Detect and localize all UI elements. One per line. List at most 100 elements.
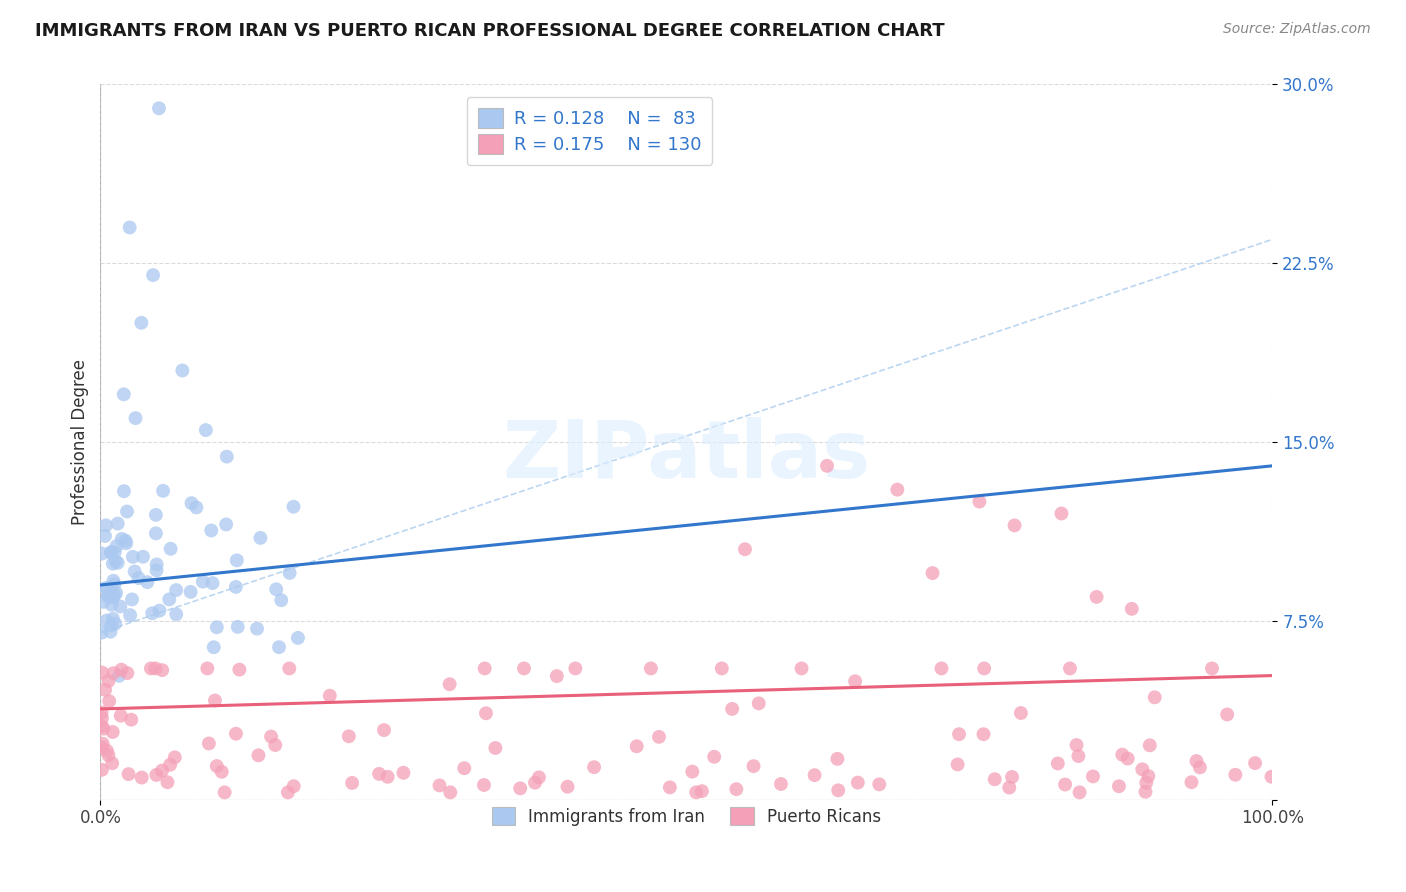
Point	[1054, 778, 1077, 792]
Point	[104, 616, 127, 631]
Point	[373, 723, 395, 737]
Point	[648, 730, 671, 744]
Point	[583, 760, 606, 774]
Point	[103, 577, 125, 591]
Point	[100, 598, 122, 612]
Point	[205, 759, 228, 773]
Point	[94, 529, 117, 543]
Point	[790, 661, 813, 675]
Point	[472, 778, 495, 792]
Point	[100, 618, 122, 632]
Point	[104, 545, 127, 559]
Point	[132, 549, 155, 564]
Point	[228, 663, 250, 677]
Point	[1050, 507, 1073, 521]
Point	[264, 738, 287, 752]
Point	[319, 689, 342, 703]
Point	[94, 682, 117, 697]
Point	[105, 539, 128, 553]
Point	[249, 531, 271, 545]
Point	[1130, 763, 1153, 777]
Point	[107, 556, 129, 570]
Point	[1067, 749, 1090, 764]
Point	[1135, 785, 1157, 799]
Point	[998, 780, 1021, 795]
Point	[202, 640, 225, 655]
Point	[211, 764, 233, 779]
Point	[101, 725, 124, 739]
Point	[136, 575, 159, 590]
Point	[685, 785, 707, 799]
Point	[710, 661, 733, 675]
Point	[159, 541, 181, 556]
Point	[145, 563, 167, 577]
Point	[1139, 739, 1161, 753]
Point	[98, 588, 121, 602]
Point	[104, 554, 127, 568]
Point	[803, 768, 825, 782]
Legend: Immigrants from Iran, Puerto Ricans: Immigrants from Iran, Puerto Ricans	[484, 798, 890, 834]
Point	[946, 757, 969, 772]
Point	[337, 729, 360, 743]
Point	[91, 547, 114, 561]
Point	[1121, 602, 1143, 616]
Text: IMMIGRANTS FROM IRAN VS PUERTO RICAN PROFESSIONAL DEGREE CORRELATION CHART: IMMIGRANTS FROM IRAN VS PUERTO RICAN PRO…	[35, 22, 945, 40]
Point	[1111, 747, 1133, 762]
Point	[145, 661, 167, 675]
Point	[97, 589, 120, 603]
Point	[546, 669, 568, 683]
Point	[886, 483, 908, 497]
Point	[748, 697, 770, 711]
Point	[340, 776, 363, 790]
Point	[124, 565, 146, 579]
Point	[1135, 775, 1157, 789]
Point	[159, 757, 181, 772]
Point	[1137, 769, 1160, 783]
Point	[103, 666, 125, 681]
Point	[973, 727, 995, 741]
Point	[484, 741, 506, 756]
Point	[110, 663, 132, 677]
Point	[205, 620, 228, 634]
Point	[267, 640, 290, 655]
Point	[1108, 779, 1130, 793]
Point	[97, 590, 120, 604]
Point	[96, 744, 118, 758]
Point	[1216, 707, 1239, 722]
Point	[90, 763, 112, 777]
Point	[475, 706, 498, 721]
Point	[93, 722, 115, 736]
Point	[564, 661, 586, 675]
Point	[141, 606, 163, 620]
Point	[122, 549, 145, 564]
Point	[1059, 661, 1081, 675]
Point	[278, 566, 301, 580]
Point	[868, 777, 890, 791]
Point	[163, 750, 186, 764]
Point	[439, 677, 461, 691]
Point	[97, 674, 120, 689]
Point	[103, 588, 125, 602]
Point	[215, 517, 238, 532]
Point	[1066, 738, 1088, 752]
Point	[103, 591, 125, 605]
Point	[769, 777, 792, 791]
Point	[101, 557, 124, 571]
Point	[120, 713, 142, 727]
Point	[392, 765, 415, 780]
Point	[1244, 756, 1267, 770]
Point	[1010, 706, 1032, 720]
Point	[983, 772, 1005, 787]
Point	[225, 580, 247, 594]
Point	[260, 730, 283, 744]
Point	[186, 500, 208, 515]
Point	[91, 740, 114, 755]
Point	[117, 767, 139, 781]
Point	[1001, 770, 1024, 784]
Point	[107, 516, 129, 531]
Point	[145, 526, 167, 541]
Point	[100, 624, 122, 639]
Point	[120, 608, 142, 623]
Point	[1081, 769, 1104, 783]
Point	[94, 581, 117, 595]
